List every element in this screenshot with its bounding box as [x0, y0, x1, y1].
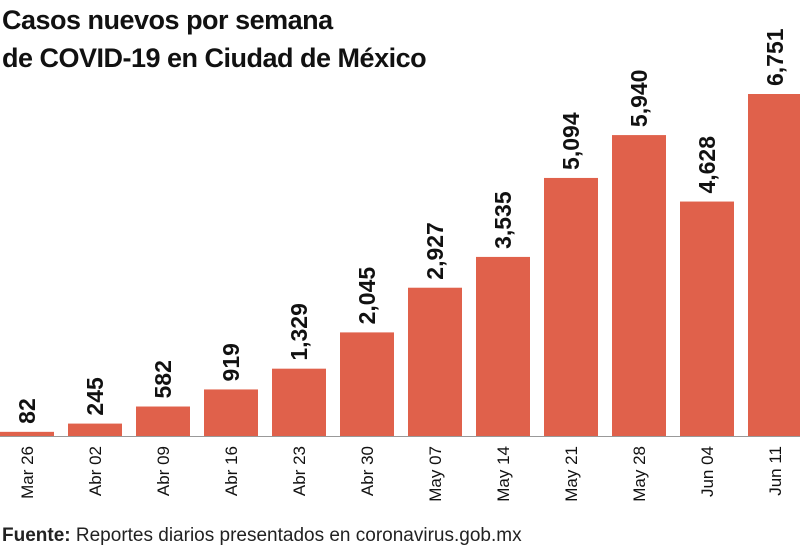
- bar-value-label: 5,094: [558, 112, 584, 170]
- bar-value-label: 919: [218, 343, 244, 381]
- bar: [0, 431, 54, 436]
- category-tick-label: May 14: [494, 446, 513, 502]
- bar-value-label: 2,927: [422, 222, 448, 280]
- bar: [476, 256, 530, 436]
- category-tick-label: Abr 09: [154, 446, 173, 496]
- bar: [680, 201, 734, 436]
- category-tick-label: Jun 04: [698, 446, 717, 497]
- bar: [544, 177, 598, 436]
- bar: [204, 389, 258, 436]
- bar: [272, 368, 326, 436]
- category-tick-label: Abr 02: [86, 446, 105, 496]
- chart-title-line-2: de COVID-19 en Ciudad de México: [2, 43, 427, 73]
- bar-value-label: 4,628: [694, 136, 720, 194]
- category-tick-label: May 21: [562, 446, 581, 502]
- bar-chart: 82 245 582 919 1,329 2,045 2,927 3,535 5,094 5,94…: [0, 28, 800, 502]
- category-tick-label: Abr 16: [222, 446, 241, 496]
- category-tick-label: Jun 11: [766, 446, 785, 496]
- category-tick-label: Abr 30: [358, 446, 377, 496]
- source-text: Reportes diarios presentados en coronavi…: [75, 525, 522, 546]
- bar: [136, 406, 190, 436]
- category-labels-group: Mar 26 Abr 02 Abr 09 Abr 16 Abr 23 Abr 30 May …: [18, 446, 785, 502]
- category-tick-label: May 07: [426, 446, 445, 502]
- category-tick-label: Abr 23: [290, 446, 309, 496]
- category-tick-label: May 28: [630, 446, 649, 502]
- bar-value-label: 82: [14, 398, 40, 424]
- bar-value-label: 6,751: [762, 28, 788, 86]
- bar-value-label: 3,535: [490, 191, 516, 249]
- value-labels-group: 82 245 582 919 1,329 2,045 2,927 3,535 5,094 5,94…: [14, 28, 788, 424]
- bar-value-label: 5,940: [626, 70, 652, 128]
- bar: [408, 287, 462, 436]
- bar: [68, 423, 122, 436]
- bar-value-label: 1,329: [286, 303, 312, 361]
- bars-group: [0, 94, 800, 436]
- source-note: Fuente: Reportes diarios presentados en …: [2, 525, 522, 547]
- bar: [340, 332, 394, 436]
- category-tick-label: Mar 26: [18, 446, 37, 499]
- bar-value-label: 582: [150, 360, 176, 398]
- bar-value-label: 2,045: [354, 267, 380, 325]
- bar: [748, 94, 800, 436]
- chart-title-line-1: Casos nuevos por semana: [2, 5, 333, 35]
- source-label: Fuente:: [2, 525, 71, 546]
- bar-value-label: 245: [82, 377, 108, 416]
- bar: [612, 135, 666, 436]
